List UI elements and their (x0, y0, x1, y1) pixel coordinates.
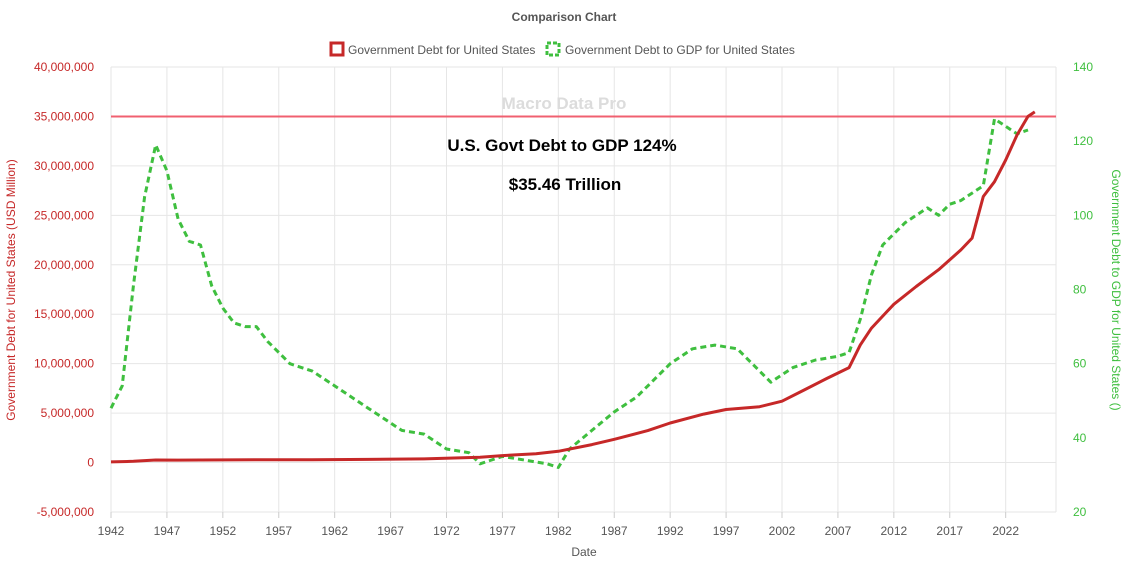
y-left-tick-label: 30,000,000 (34, 159, 94, 173)
x-tick-label: 1952 (209, 524, 236, 538)
x-tick-label: 1997 (713, 524, 740, 538)
legend: Government Debt for United States Govern… (329, 41, 795, 57)
y-right-tick-label: 40 (1073, 431, 1087, 445)
series-line-debt-to-gdp (109, 117, 1029, 469)
legend-swatch-debt-to-gdp (545, 41, 561, 57)
y-left-tick-label: -5,000,000 (37, 505, 95, 519)
x-tick-label: 1947 (154, 524, 181, 538)
y-right-tick-label: 140 (1073, 60, 1093, 74)
x-tick-label: 1972 (433, 524, 460, 538)
y-right-tick-label: 100 (1073, 208, 1093, 222)
x-tick-label: 1987 (601, 524, 628, 538)
series-line-debt (110, 110, 1036, 464)
y-left-tick-label: 0 (87, 456, 94, 470)
legend-label-debt-to-gdp: Government Debt to GDP for United States (565, 43, 795, 57)
chart-title: Comparison Chart (512, 10, 617, 24)
x-tick-label: 2017 (936, 524, 963, 538)
y-right-tick-label: 60 (1073, 357, 1087, 371)
y-right-tick-label: 120 (1073, 134, 1093, 148)
x-axis: 1942 1947 1952 1957 1962 1967 1972 1977 1982 1987… (98, 512, 1019, 538)
x-tick-label: 2007 (825, 524, 852, 538)
legend-item-debt-to-gdp[interactable]: Government Debt to GDP for United States (545, 41, 795, 57)
x-tick-label: 2012 (880, 524, 907, 538)
y-left-tick-label: 10,000,000 (34, 357, 94, 371)
y-axis-left-title: Government Debt for United States (USD M… (4, 159, 18, 420)
legend-swatch-debt (329, 41, 345, 57)
y-axis-left: -5,000,000 0 5,000,000 10,000,000 15,000,000… (34, 60, 94, 519)
legend-label-debt: Government Debt for United States (348, 43, 535, 57)
grid-lines (110, 66, 1057, 513)
x-tick-label: 2002 (769, 524, 796, 538)
x-tick-label: 1957 (265, 524, 292, 538)
legend-item-debt[interactable]: Government Debt for United States (329, 41, 535, 57)
x-tick-label: 2022 (992, 524, 1019, 538)
x-tick-label: 1967 (377, 524, 404, 538)
x-tick-label: 1962 (321, 524, 348, 538)
y-left-tick-label: 40,000,000 (34, 60, 94, 74)
annotation-total-debt: $35.46 Trillion (509, 175, 621, 194)
annotation-debt-to-gdp: U.S. Govt Debt to GDP 124% (447, 136, 676, 155)
x-tick-label: 1992 (657, 524, 684, 538)
y-right-tick-label: 80 (1073, 283, 1087, 297)
x-tick-label: 1942 (98, 524, 125, 538)
y-left-tick-label: 25,000,000 (34, 208, 94, 222)
y-left-tick-label: 35,000,000 (34, 109, 94, 123)
y-axis-right: 20 40 60 80 100 120 140 (1073, 60, 1093, 519)
watermark: Macro Data Pro (502, 94, 627, 113)
y-left-tick-label: 5,000,000 (41, 406, 95, 420)
x-tick-label: 1977 (489, 524, 516, 538)
x-tick-label: 1982 (545, 524, 572, 538)
y-axis-right-title: Government Debt to GDP for United States… (1109, 169, 1123, 410)
y-left-tick-label: 20,000,000 (34, 258, 94, 272)
y-right-tick-label: 20 (1073, 505, 1087, 519)
x-axis-title: Date (571, 545, 597, 559)
y-left-tick-label: 15,000,000 (34, 307, 94, 321)
